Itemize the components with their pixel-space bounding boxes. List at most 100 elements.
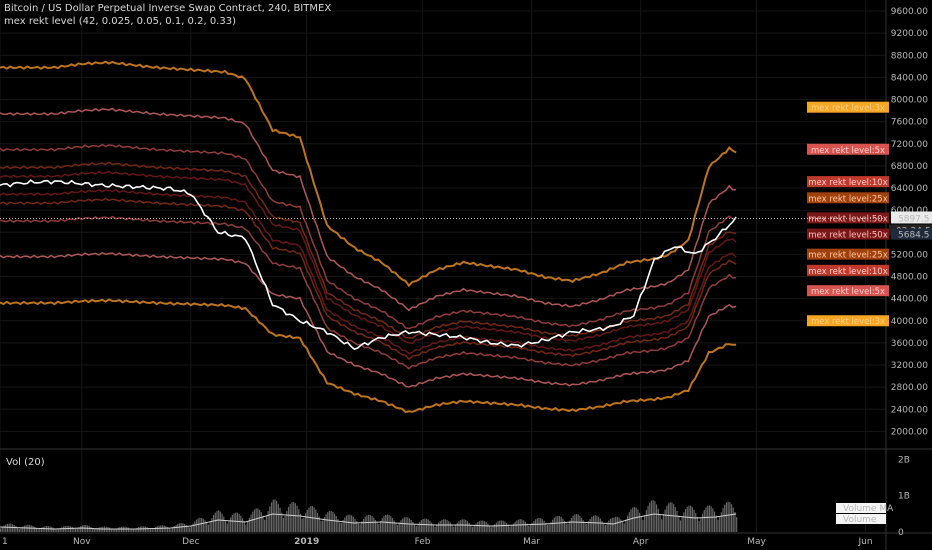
price-tick-label: 6400.00	[891, 184, 928, 194]
volume-bar	[349, 514, 351, 532]
indicator-title[interactable]: mex rekt level (42, 0.025, 0.05, 0.1, 0.…	[4, 16, 236, 27]
volume-bar	[301, 518, 303, 532]
volume-bar	[354, 518, 356, 532]
volume-axis[interactable]: 2B 1B 0	[898, 455, 910, 538]
volume-ma-series	[0, 513, 737, 530]
volume-bar	[97, 528, 99, 532]
volume-bar	[368, 514, 370, 532]
volume-bar	[17, 527, 19, 532]
volume-bar	[201, 517, 203, 532]
volume-bar	[153, 528, 155, 532]
time-tick-label: May	[747, 537, 766, 547]
volume-bar	[715, 515, 717, 532]
volume-bar	[589, 518, 591, 532]
volume-bar	[95, 528, 97, 532]
volume-bar	[146, 527, 148, 532]
volume-bar	[209, 521, 211, 532]
level-tag-label: mex rekt level:10x	[808, 178, 888, 188]
volume-bar	[214, 512, 216, 532]
level-tag	[807, 315, 889, 327]
rekt-level-line	[0, 197, 737, 361]
volume-bar	[490, 527, 492, 532]
level-tag	[807, 143, 889, 155]
volume-bar	[235, 512, 237, 532]
volume-bar	[386, 514, 388, 532]
volume-bar	[710, 506, 712, 532]
volume-bar	[608, 520, 610, 532]
volume-bar	[240, 515, 242, 532]
volume-bar	[126, 527, 128, 532]
volume-bar	[35, 528, 37, 532]
volume-bar	[117, 527, 119, 532]
time-axis[interactable]: 1 Nov Dec 2019 Feb Mar Apr May Jun	[2, 537, 873, 547]
volume-bar	[230, 517, 232, 532]
volume-bar	[640, 516, 642, 532]
volume-bar	[477, 522, 479, 532]
volume-bar	[553, 517, 555, 532]
price-tick-label: 8000.00	[891, 96, 928, 106]
volume-bar	[279, 507, 281, 532]
volume-bar	[620, 519, 622, 532]
volume-bar	[289, 503, 291, 532]
volume-bar	[173, 526, 175, 532]
volume-bar	[473, 525, 475, 532]
volume-title[interactable]: Vol (20)	[6, 457, 45, 468]
volume-bar	[633, 506, 636, 532]
volume-bar	[436, 524, 438, 532]
volume-bar	[40, 527, 43, 532]
volume-bar	[149, 528, 152, 532]
rekt-level-lines	[0, 60, 737, 414]
volume-bar	[506, 522, 508, 532]
volume-bar	[587, 521, 590, 532]
volume-bar	[282, 517, 285, 532]
volume-bar	[627, 515, 629, 532]
volume-bar	[618, 517, 620, 532]
volume-bar	[114, 529, 116, 532]
time-tick-label: Nov	[73, 537, 91, 547]
level-tag	[807, 192, 889, 204]
volume-bar	[69, 526, 72, 532]
volume-bar	[642, 520, 644, 532]
volume-bar	[369, 514, 371, 532]
volume-bar	[535, 519, 537, 532]
volume-bar	[374, 519, 377, 532]
volume-bar	[216, 510, 218, 532]
volume-bar	[572, 515, 574, 532]
volume-bar	[485, 522, 487, 532]
volume-bar	[61, 527, 63, 532]
volume-bar	[100, 526, 102, 532]
volume-bar	[690, 505, 692, 532]
volume-bar	[342, 519, 344, 532]
volume-bar	[684, 508, 687, 532]
volume-bar	[325, 514, 327, 532]
volume-bar	[478, 521, 480, 532]
volume-bar	[562, 518, 564, 532]
volume-bar	[182, 523, 184, 532]
symbol-title[interactable]: Bitcoin / US Dollar Perpetual Inverse Sw…	[4, 3, 332, 14]
volume-bar	[90, 526, 92, 532]
volume-bar	[180, 523, 182, 532]
volume-bar	[451, 524, 453, 532]
volume-bar	[226, 523, 228, 532]
volume-legend-label: Volume MA	[843, 504, 894, 514]
volume-bar	[635, 507, 637, 532]
volume-bar	[526, 523, 528, 532]
volume-bar	[269, 506, 271, 532]
volume-bar	[701, 513, 704, 532]
volume-bar	[6, 523, 9, 532]
price-tick-label: 2400.00	[891, 405, 928, 415]
volume-bar	[628, 512, 630, 532]
volume-bar	[327, 512, 329, 532]
volume-bar	[281, 512, 283, 532]
volume-bar	[497, 521, 499, 532]
volume-bar	[424, 518, 426, 532]
time-tick-label: Dec	[182, 537, 199, 547]
volume-bar	[417, 523, 419, 532]
volume-bar	[666, 505, 668, 532]
volume-bar	[221, 513, 223, 532]
last-price-label: 5897.5	[898, 214, 930, 224]
volume-bar	[144, 526, 147, 532]
volume-bar	[119, 527, 121, 532]
volume-bar	[165, 526, 167, 532]
